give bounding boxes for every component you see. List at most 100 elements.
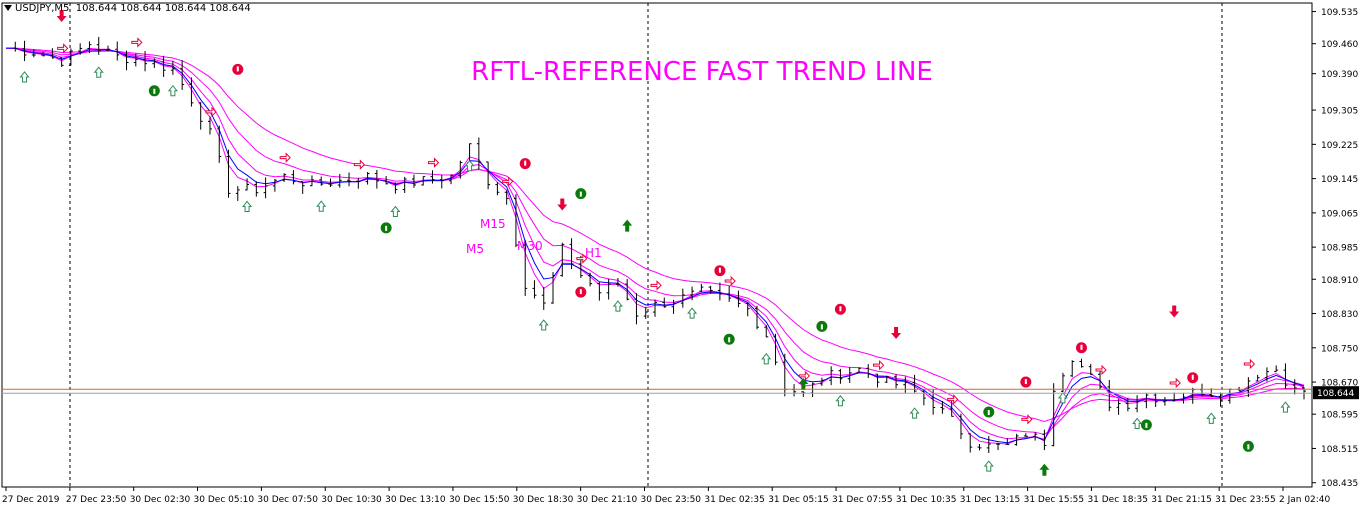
green-signal-glyph [987, 410, 990, 416]
hollow-up-arrow-icon [909, 407, 920, 419]
candle [940, 401, 945, 414]
ma-label: M30 [517, 239, 543, 253]
hollow-up-arrow-icon [612, 300, 623, 312]
candle [884, 375, 889, 383]
hollow-right-arrow-icon [650, 280, 662, 291]
candle [263, 177, 268, 199]
candle [115, 41, 120, 61]
ma-m30-line [5, 47, 1305, 436]
down-arrow-icon [891, 326, 902, 339]
hollow-up-arrow-icon [1132, 417, 1143, 430]
hollow-up-arrow-icon [242, 200, 253, 212]
green-signal-glyph [153, 88, 156, 94]
time-tick-label: 27 Dec 23:50 [66, 495, 127, 505]
axis-layer: 109.535 109.460 109.390 109.305 109.225 109.1… [2, 8, 1359, 505]
candle [1023, 433, 1028, 437]
candle [476, 137, 481, 170]
candle [96, 36, 101, 55]
price-tick-label: 109.305 [1321, 107, 1358, 117]
hollow-up-arrow-icon [316, 200, 327, 212]
time-tick-label: 31 Dec 21:15 [1151, 495, 1212, 505]
time-tick-label: 27 Dec 2019 [2, 495, 60, 505]
price-tick-label: 109.535 [1321, 8, 1358, 18]
candle [1274, 365, 1279, 373]
time-tick-label: 31 Dec 10:35 [896, 495, 957, 505]
current-price-box [1313, 386, 1359, 400]
candle [245, 178, 250, 191]
candle [690, 286, 695, 301]
candle [291, 170, 296, 185]
candle [272, 178, 277, 192]
hollow-up-arrow-icon [19, 71, 30, 83]
candle [421, 176, 426, 186]
price-tick-label: 109.225 [1321, 141, 1358, 151]
candle [1153, 392, 1158, 407]
candle [847, 367, 852, 383]
candle [143, 51, 148, 72]
candle [1079, 358, 1084, 368]
candle [309, 175, 314, 187]
candle [22, 40, 27, 62]
time-tick-label: 30 Dec 02:30 [130, 495, 191, 505]
moving-average-layer: M5 M15 M30 H1 [5, 47, 1305, 445]
candle [337, 173, 342, 188]
candle [87, 41, 92, 54]
candle [625, 279, 630, 301]
time-tick-label: 30 Dec 05:10 [194, 495, 255, 505]
red-signal-glyph [839, 306, 842, 312]
candle [495, 182, 500, 196]
candle [13, 41, 18, 52]
candle [541, 287, 546, 310]
candle [773, 333, 778, 366]
candle [300, 181, 305, 194]
symbol-info-bar: USDJPY,M5 108.644 108.644 108.644 108.64… [4, 3, 251, 14]
hollow-right-arrow-icon [1169, 377, 1181, 389]
hollow-up-arrow-icon [761, 353, 772, 365]
dropdown-triangle-icon[interactable] [4, 5, 12, 11]
candle [977, 443, 982, 451]
candle [1181, 392, 1186, 404]
candle [671, 299, 676, 314]
candle [393, 182, 398, 194]
hollow-up-arrow-icon [464, 159, 475, 172]
candle [560, 242, 565, 277]
candle [606, 278, 611, 300]
red-signal-glyph [524, 160, 527, 166]
candle [662, 297, 667, 308]
hollow-right-arrow-icon [1243, 358, 1256, 370]
price-tick-label: 108.910 [1321, 276, 1358, 286]
time-tick-label: 31 Dec 02:35 [704, 495, 765, 505]
candle [680, 288, 685, 308]
time-tick-label: 30 Dec 07:50 [257, 495, 318, 505]
green-signal-glyph [579, 191, 582, 197]
price-tick-label: 108.435 [1321, 479, 1358, 489]
candle [1172, 392, 1177, 402]
candle [347, 172, 352, 187]
candle [894, 374, 899, 389]
time-tick-label: 31 Dec 15:55 [1024, 495, 1085, 505]
up-arrow-icon [798, 378, 809, 391]
price-tick-label: 109.460 [1321, 40, 1358, 50]
red-signal-glyph [718, 267, 721, 273]
candle [634, 293, 639, 325]
candle [958, 413, 963, 440]
candle [458, 160, 463, 179]
candle [1070, 360, 1075, 378]
time-tick-label: 30 Dec 18:30 [513, 495, 574, 505]
candle [569, 238, 574, 270]
candle [523, 239, 528, 296]
candle [170, 60, 175, 75]
up-arrow-icon [1039, 463, 1050, 476]
candle [1135, 395, 1140, 413]
time-tick-label: 30 Dec 15:50 [449, 495, 510, 505]
candle [1264, 367, 1269, 382]
candle [653, 299, 657, 317]
candle [968, 433, 973, 453]
candle [365, 172, 370, 185]
hollow-right-arrow-icon [502, 176, 514, 187]
ohlc-values: 108.644 108.644 108.644 108.644 [75, 3, 251, 14]
candle [792, 384, 797, 397]
symbol-label: USDJPY,M5 [15, 3, 70, 14]
